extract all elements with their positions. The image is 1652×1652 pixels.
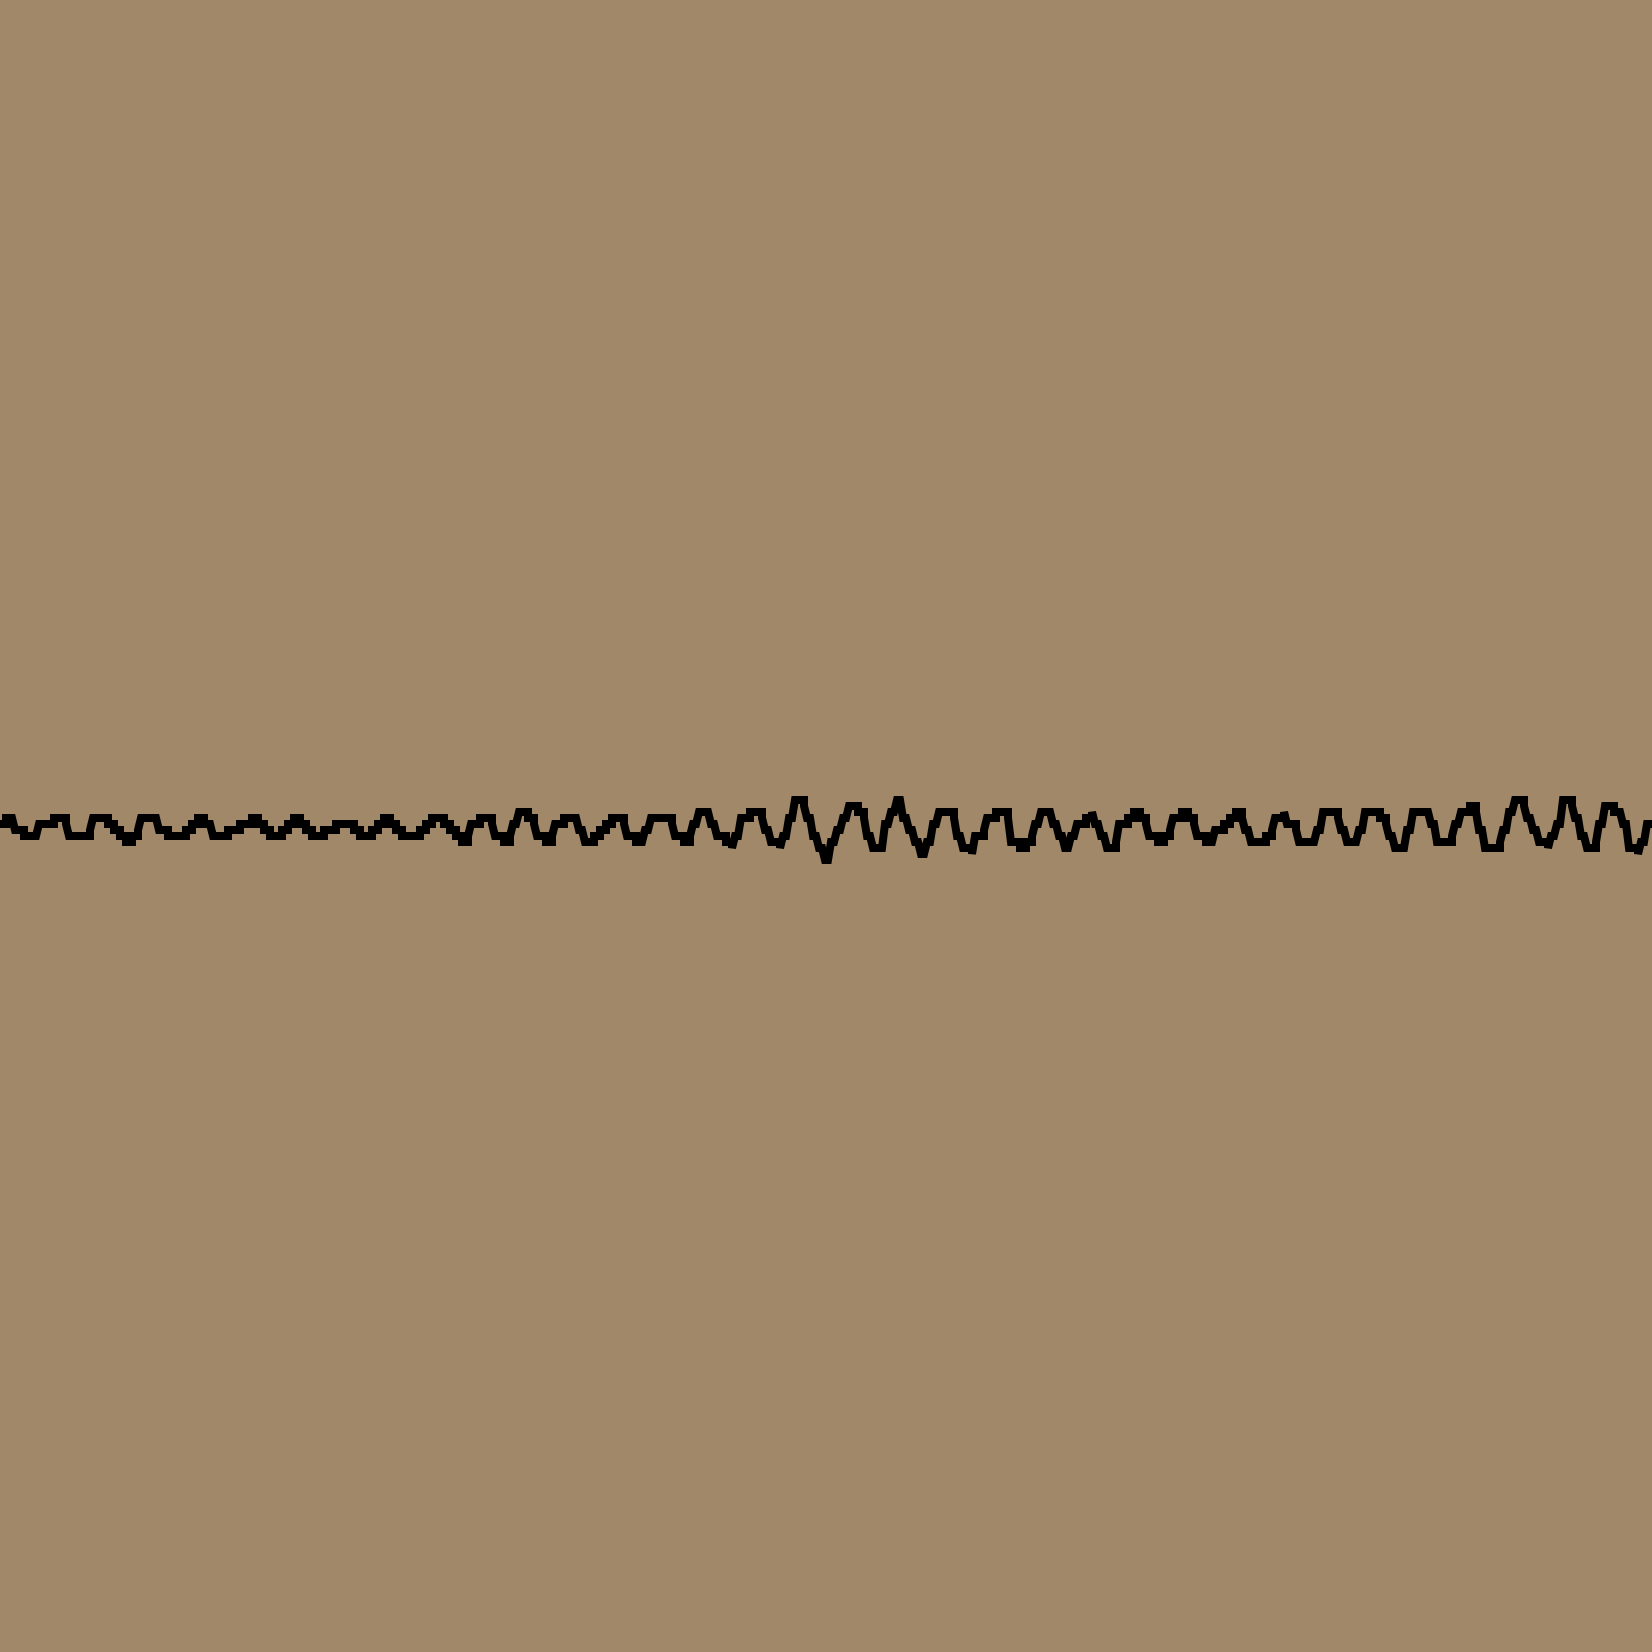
waveform-trace — [0, 796, 1652, 864]
waveform-line — [0, 796, 1652, 864]
